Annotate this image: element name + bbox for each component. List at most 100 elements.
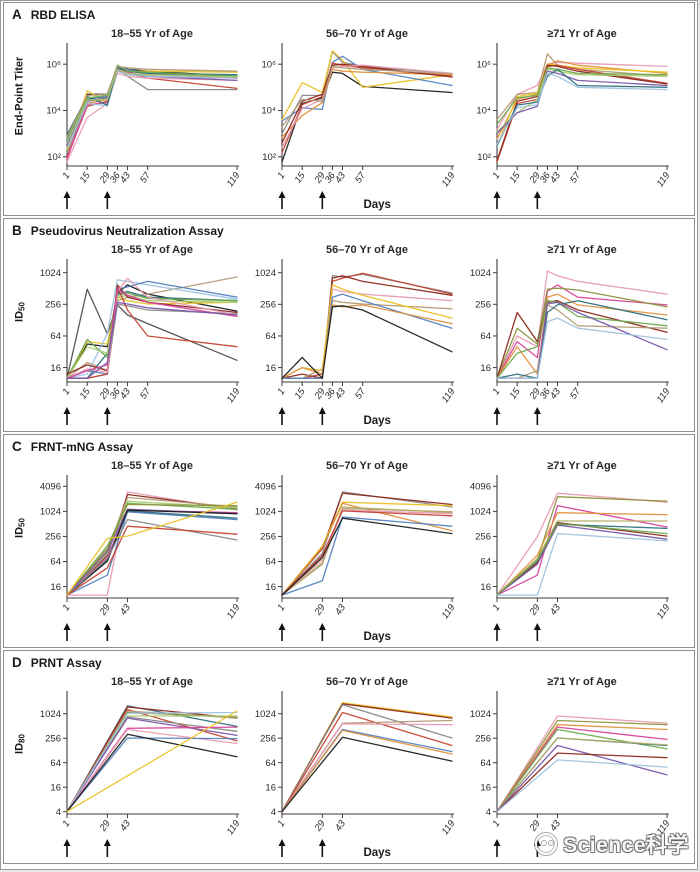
svg-text:15: 15 (293, 386, 308, 402)
section-c-charts: ID50 18–55 Yr of Age 16 64 256 1024 4096 1 29 43… (12, 456, 690, 644)
svg-text:1024: 1024 (470, 709, 491, 720)
svg-text:64: 64 (50, 758, 61, 769)
svg-text:≥71 Yr of Age: ≥71 Yr of Age (547, 676, 617, 688)
svg-text:1024: 1024 (40, 507, 61, 518)
section-a-letter: A (12, 7, 22, 22)
svg-text:43: 43 (548, 386, 563, 402)
svg-text:Days: Days (363, 199, 391, 211)
svg-text:119: 119 (440, 170, 458, 189)
svg-text:4: 4 (486, 807, 491, 818)
svg-text:15: 15 (508, 170, 523, 186)
svg-text:4: 4 (56, 807, 61, 818)
svg-text:119: 119 (225, 818, 243, 837)
yaxis-label-cell: ID50 (12, 240, 29, 400)
svg-text:10²: 10² (262, 152, 276, 163)
svg-text:43: 43 (333, 602, 348, 618)
svg-text:10⁶: 10⁶ (477, 59, 492, 70)
svg-text:15: 15 (78, 170, 93, 186)
section-d-title: PRNT Assay (30, 656, 102, 670)
svg-text:18–55 Yr of Age: 18–55 Yr of Age (111, 676, 193, 688)
watermark-text: Science科学 (563, 834, 689, 857)
svg-text:119: 119 (655, 386, 673, 405)
svg-text:10⁶: 10⁶ (262, 59, 277, 70)
chart-prnt-56-70: 56–70 Yr of Age 4 16 64 256 1024 1 29 43 119 Days (255, 676, 458, 859)
section-d-charts: ID80 18–55 Yr of Age 4 16 64 256 1024 1 29 43 119… (12, 672, 690, 860)
yaxis-title: ID50 (13, 518, 27, 538)
svg-text:1: 1 (275, 170, 287, 181)
svg-text:57: 57 (353, 170, 368, 186)
svg-text:≥71 Yr of Age: ≥71 Yr of Age (547, 244, 617, 256)
svg-text:119: 119 (655, 602, 673, 621)
svg-text:1: 1 (60, 818, 72, 829)
svg-text:256: 256 (475, 733, 491, 744)
svg-text:64: 64 (480, 331, 491, 342)
chart-prnt-18-55: 18–55 Yr of Age 4 16 64 256 1024 1 29 43 119 (40, 676, 243, 857)
svg-text:16: 16 (480, 782, 491, 793)
section-c-title: FRNT-mNG Assay (30, 440, 133, 454)
svg-text:56–70 Yr of Age: 56–70 Yr of Age (326, 28, 408, 40)
svg-text:16: 16 (265, 363, 276, 374)
svg-text:256: 256 (260, 532, 276, 543)
section-b-header: B Pseudovirus Neutralization Assay (12, 222, 690, 240)
yaxis-label-cell: End-Point Titer (12, 24, 29, 184)
svg-text:43: 43 (118, 602, 133, 618)
section-c-header: C FRNT-mNG Assay (12, 438, 690, 456)
svg-text:256: 256 (45, 532, 61, 543)
section-c-letter: C (12, 439, 22, 454)
section-a-charts: End-Point Titer 18–55 Yr of Age 10² 10⁴ 10⁶… (12, 24, 690, 212)
section-b-title: Pseudovirus Neutralization Assay (30, 224, 224, 238)
svg-text:1: 1 (490, 602, 502, 613)
svg-text:4096: 4096 (470, 481, 491, 492)
svg-text:16: 16 (480, 363, 491, 374)
section-a-header: A RBD ELISA (12, 6, 690, 24)
svg-text:18–55 Yr of Age: 18–55 Yr of Age (111, 460, 193, 472)
section-b-letter: B (12, 223, 22, 238)
svg-text:56–70 Yr of Age: 56–70 Yr of Age (326, 676, 408, 688)
svg-text:29: 29 (312, 818, 328, 834)
yaxis-label-cell: ID80 (12, 672, 29, 832)
section-d-prnt: D PRNT Assay ID80 18–55 Yr of Age 4 16 64 256… (3, 650, 695, 864)
section-b-charts: ID50 18–55 Yr of Age 16 64 256 1024 1 15 29 36 43… (12, 240, 690, 428)
yaxis-label-cell: ID50 (12, 456, 29, 616)
svg-text:256: 256 (45, 733, 61, 744)
svg-text:57: 57 (353, 386, 368, 402)
svg-text:15: 15 (508, 386, 523, 402)
svg-text:256: 256 (475, 300, 491, 311)
svg-text:57: 57 (568, 170, 583, 186)
svg-text:16: 16 (480, 582, 491, 593)
svg-text:43: 43 (333, 386, 348, 402)
svg-text:43: 43 (118, 818, 133, 834)
svg-text:1024: 1024 (255, 268, 276, 279)
chart-frnt-56-70: 56–70 Yr of Age 16 64 256 1024 4096 1 29 43 119 Da… (255, 460, 458, 643)
chart-frnt-71plus: ≥71 Yr of Age 16 64 256 1024 4096 1 29 43 119 (470, 460, 673, 641)
svg-text:64: 64 (480, 557, 491, 568)
svg-text:1: 1 (275, 818, 287, 829)
svg-text:29: 29 (312, 602, 328, 618)
svg-text:43: 43 (548, 170, 563, 186)
svg-text:18–55 Yr of Age: 18–55 Yr of Age (111, 28, 193, 40)
svg-text:256: 256 (475, 532, 491, 543)
svg-text:1: 1 (275, 602, 287, 613)
svg-text:1024: 1024 (40, 268, 61, 279)
svg-text:43: 43 (118, 386, 133, 402)
svg-text:119: 119 (225, 386, 243, 405)
svg-text:Days: Days (363, 631, 391, 643)
svg-text:1024: 1024 (255, 709, 276, 720)
section-a-rbd-elisa: A RBD ELISA End-Point Titer 18–55 Yr of A… (3, 2, 695, 216)
svg-text:18–55 Yr of Age: 18–55 Yr of Age (111, 244, 193, 256)
watermark-logo-icon (535, 833, 558, 855)
svg-text:1024: 1024 (40, 709, 61, 720)
svg-text:16: 16 (265, 782, 276, 793)
svg-text:16: 16 (265, 582, 276, 593)
svg-text:10⁴: 10⁴ (261, 106, 276, 117)
section-c-frnt-mng: C FRNT-mNG Assay ID50 18–55 Yr of Age 16 64… (3, 434, 695, 648)
yaxis-title: End-Point Titer (13, 56, 26, 136)
section-a-title: RBD ELISA (30, 8, 96, 22)
svg-text:119: 119 (440, 602, 458, 621)
svg-text:64: 64 (265, 557, 276, 568)
svg-text:29: 29 (527, 602, 543, 618)
